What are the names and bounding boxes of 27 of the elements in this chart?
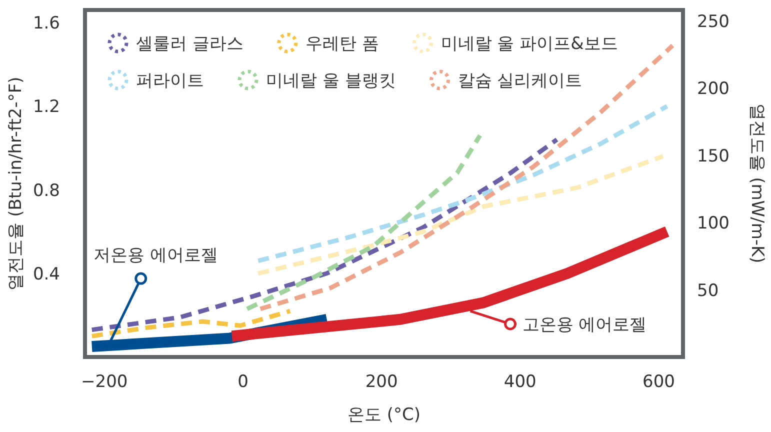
x-axis-title: 온도 (°C) [347, 405, 421, 425]
legend-label: 미네랄 울 파이프&보드 [440, 34, 618, 54]
y2-axis-title: 열전도율 (mW/m-K) [747, 104, 767, 264]
legend-label: 우레탄 폼 [305, 34, 379, 54]
annotation: 고온용 에어로젤 [470, 310, 647, 335]
y-tick-label: 0.8 [32, 180, 60, 201]
x-tick-label: 400 [504, 372, 536, 392]
x-tick-label: −200 [81, 372, 128, 392]
y2-tick-label: 250 [697, 12, 730, 32]
annotation: 고온용 에어로젤 [522, 315, 647, 336]
legend-label: 셀룰러 글라스 [136, 34, 244, 54]
y2-tick-label: 150 [697, 146, 730, 166]
annotation: 저온용 에어로젤 [94, 246, 218, 348]
x-tick-label: 0 [238, 372, 248, 392]
annotation: 저온용 에어로젤 [94, 246, 218, 266]
y-tick-label: 0.4 [32, 264, 60, 284]
y2-tick-label: 50 [697, 280, 719, 301]
legend-label: 칼슘 실리케이트 [458, 71, 582, 91]
x-tick-label: 600 [642, 372, 675, 392]
x-tick-label: 200 [365, 372, 398, 392]
y2-tick-label: 200 [697, 79, 730, 100]
y-tick-label: 1.6 [32, 14, 60, 34]
legend-label: 미네랄 울 블랭킷 [266, 71, 396, 91]
legend-label: 퍼라이트 [136, 71, 204, 91]
y-tick-label: 1.2 [32, 97, 60, 118]
y-axis-title: 열전도율 (Btu-in/hr-ft2-°F) [6, 76, 26, 290]
y2-tick-label: 100 [697, 214, 730, 234]
